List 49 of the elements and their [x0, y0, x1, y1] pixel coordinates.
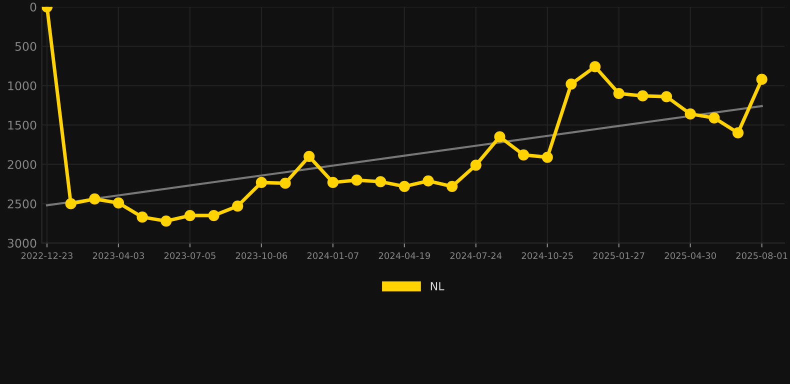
point — [494, 131, 506, 142]
point — [542, 152, 553, 163]
x-tick-label: 2025-04-30 — [664, 252, 716, 260]
point — [304, 150, 315, 162]
x-tick-label: 2024-01-07 — [307, 252, 358, 260]
y-tick-label: 0 — [30, 2, 36, 12]
y-tick-label: 3000 — [8, 238, 36, 248]
point — [256, 176, 267, 188]
y-tick-label: 1000 — [8, 81, 36, 90]
point — [446, 180, 458, 192]
x-tick-label: 2024-04-19 — [378, 252, 430, 260]
point — [732, 127, 744, 138]
x-tick-label: 2023-04-03 — [92, 252, 144, 260]
point — [398, 180, 410, 192]
y-tick-label: 1500 — [8, 120, 36, 130]
point — [112, 197, 124, 208]
x-tick-label: 2023-07-05 — [164, 252, 216, 260]
x-tick-label: 2022-12-23 — [21, 252, 72, 260]
point — [280, 178, 291, 189]
x-tick-label: 2025-08-01 — [736, 252, 788, 260]
point — [684, 108, 696, 120]
point — [89, 193, 100, 205]
y-tick-label: 2500 — [8, 199, 36, 208]
point — [208, 210, 220, 222]
point — [756, 74, 768, 85]
y-tick-label: 500 — [15, 42, 36, 51]
point — [232, 200, 244, 212]
point — [518, 149, 530, 160]
legend-label: NL — [430, 282, 444, 290]
point — [613, 88, 624, 100]
point — [566, 78, 577, 90]
point — [351, 174, 362, 186]
point — [65, 198, 76, 210]
point — [136, 212, 148, 223]
point — [637, 90, 648, 102]
x-tick-label: 2024-07-24 — [450, 252, 502, 260]
point — [708, 112, 720, 124]
y-tick-label: 2000 — [8, 160, 36, 170]
point — [470, 160, 482, 171]
point — [422, 175, 434, 186]
x-tick-label: 2025-01-27 — [593, 252, 644, 260]
x-tick-label: 2023-10-06 — [236, 252, 288, 260]
point — [375, 176, 386, 188]
point — [160, 215, 172, 227]
point — [589, 61, 601, 72]
x-tick-label: 2024-10-25 — [522, 252, 573, 260]
point — [184, 210, 196, 222]
point — [660, 91, 672, 102]
point — [327, 176, 338, 188]
